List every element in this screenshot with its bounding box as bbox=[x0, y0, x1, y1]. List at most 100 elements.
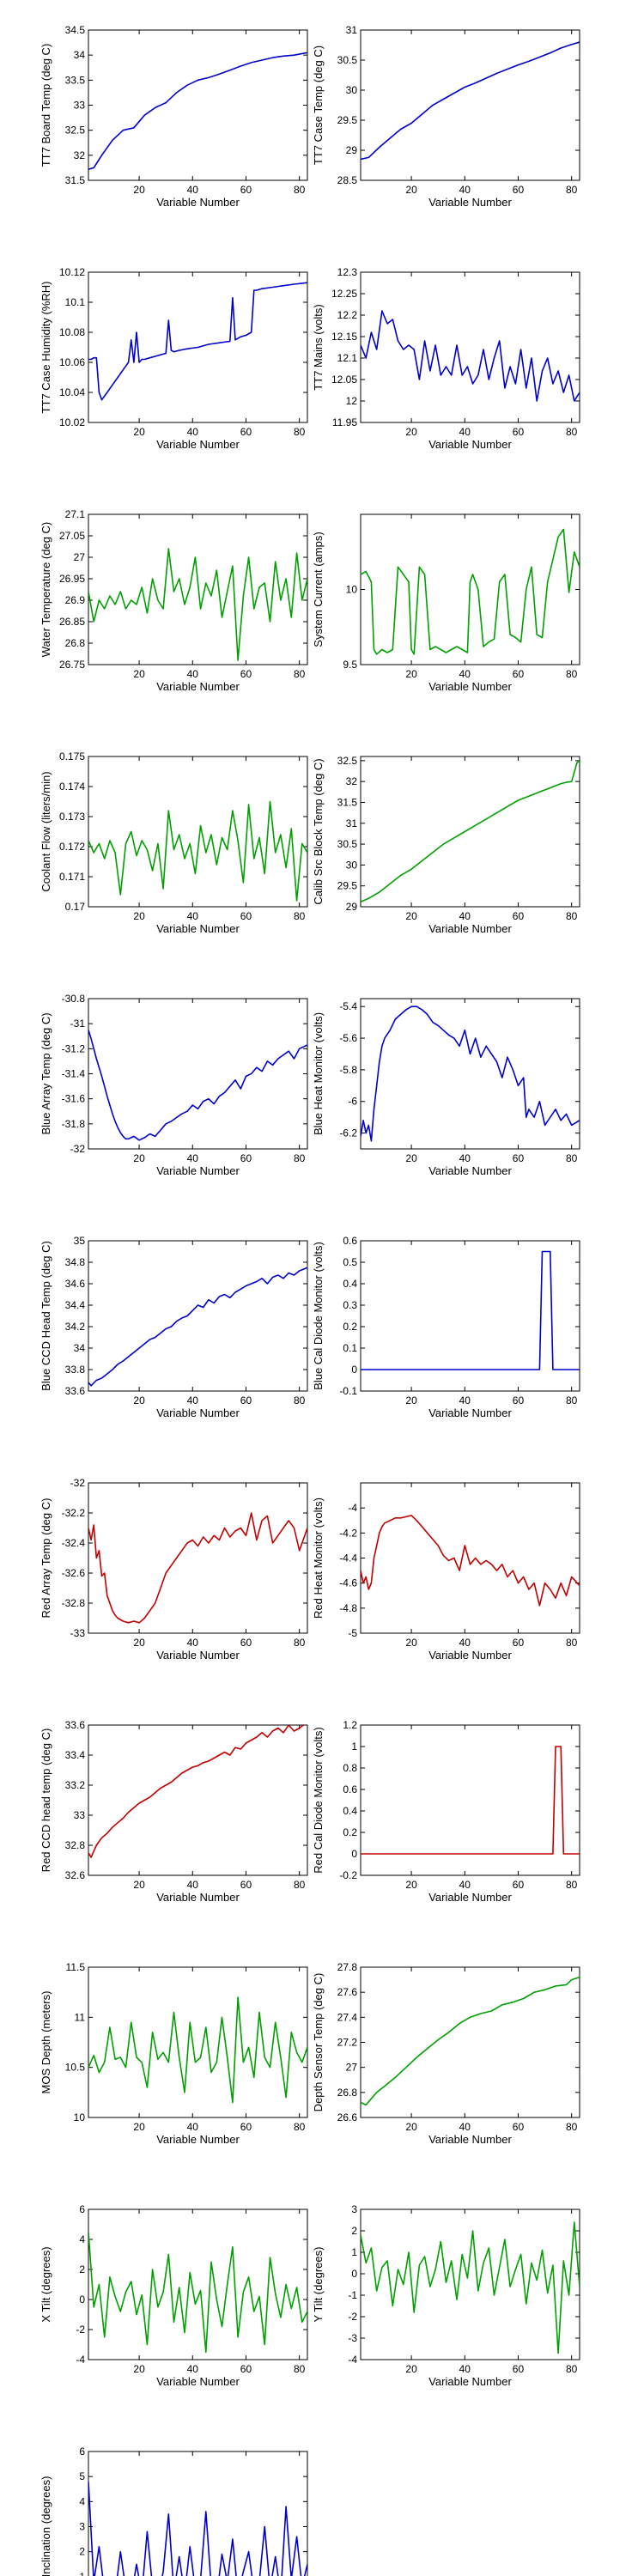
x-tick-label: 60 bbox=[240, 426, 252, 438]
y-tick-label: 1 bbox=[351, 1741, 357, 1753]
y-tick-label: -5.4 bbox=[339, 1000, 357, 1012]
y-tick-label: 33.5 bbox=[65, 74, 86, 86]
x-tick-label: 80 bbox=[566, 1637, 578, 1649]
y-tick-label: 27.1 bbox=[65, 508, 86, 520]
x-tick-label: 80 bbox=[566, 426, 578, 438]
y-tick-label: -32 bbox=[70, 1143, 86, 1155]
y-axis-label: Y Tilt (degrees) bbox=[312, 2247, 325, 2323]
x-tick-label: 40 bbox=[187, 1394, 199, 1406]
y-tick-label: 35 bbox=[74, 1235, 86, 1247]
x-tick-label: 20 bbox=[405, 1879, 417, 1891]
y-tick-label: 33.8 bbox=[65, 1364, 86, 1376]
y-tick-label: 10.12 bbox=[59, 266, 85, 278]
x-tick-label: 40 bbox=[187, 2363, 199, 2375]
y-tick-label: 33.4 bbox=[65, 1749, 86, 1761]
y-tick-label: -4.2 bbox=[339, 1527, 357, 1539]
series-line bbox=[88, 52, 307, 170]
series-line bbox=[88, 2232, 307, 2354]
plot-frame bbox=[88, 513, 308, 665]
x-tick-label: 60 bbox=[513, 668, 525, 680]
chart-panel-12: 20 40 60 80 -33 -32.8 -32.6 -32.4 -32.2 -32 Variab… bbox=[39, 1477, 308, 1662]
x-tick-label: 80 bbox=[294, 1879, 306, 1891]
series-line bbox=[361, 1250, 580, 1370]
y-tick-label: -31.4 bbox=[62, 1068, 86, 1080]
x-axis-label: Variable Number bbox=[428, 922, 512, 935]
x-tick-label: 60 bbox=[513, 426, 525, 438]
y-axis-label: System Current (amps) bbox=[312, 532, 325, 647]
x-axis-label: Variable Number bbox=[428, 1891, 512, 1904]
x-axis-label: Variable Number bbox=[156, 2133, 240, 2146]
series-line bbox=[88, 2481, 307, 2576]
y-tick-label: 6 bbox=[79, 2203, 85, 2215]
x-tick-label: 80 bbox=[566, 1152, 578, 1164]
y-tick-label: 27.05 bbox=[59, 530, 85, 542]
y-tick-label: 26.6 bbox=[337, 2111, 358, 2123]
y-tick-label: 1 bbox=[79, 2571, 85, 2576]
plot-frame bbox=[88, 998, 308, 1150]
y-tick-label: -6.2 bbox=[339, 1127, 357, 1139]
x-tick-label: 20 bbox=[405, 1152, 417, 1164]
x-tick-label: 60 bbox=[513, 1152, 525, 1164]
y-tick-label: 26.85 bbox=[59, 616, 85, 628]
y-tick-label: 33.6 bbox=[65, 1385, 86, 1397]
x-tick-label: 80 bbox=[566, 2363, 578, 2375]
y-tick-label: 33 bbox=[74, 100, 86, 112]
y-tick-label: 29.5 bbox=[337, 880, 358, 892]
y-tick-label: 34 bbox=[74, 1342, 86, 1354]
x-tick-label: 40 bbox=[459, 1394, 471, 1406]
x-tick-label: 80 bbox=[294, 1637, 306, 1649]
y-tick-label: -31.8 bbox=[62, 1118, 86, 1130]
x-tick-label: 80 bbox=[566, 668, 578, 680]
x-axis-label: Variable Number bbox=[156, 1406, 240, 1419]
y-tick-label: 0.8 bbox=[343, 1762, 357, 1774]
y-tick-label: 0.6 bbox=[343, 1783, 357, 1795]
y-tick-label: 11.95 bbox=[332, 416, 357, 428]
chart-panel-13: 20 40 60 80 -5 -4.8 -4.6 -4.4 -4.2 -4 Variable Num… bbox=[312, 1482, 580, 1662]
y-axis-label: Depth Sensor Temp (deg C) bbox=[312, 1973, 325, 2112]
y-tick-label: 27.8 bbox=[337, 1961, 358, 1973]
x-tick-label: 20 bbox=[405, 1637, 417, 1649]
series-line bbox=[361, 2221, 580, 2354]
chart-panel-1: 20 40 60 80 28.5 29 29.5 30 30.5 31 Variable Numbe… bbox=[312, 24, 580, 209]
y-axis-label: TT7 Mains (volts) bbox=[312, 304, 325, 390]
y-tick-label: 27.6 bbox=[337, 1986, 358, 1998]
series-line bbox=[361, 1005, 580, 1142]
chart-panel-5: 20 40 60 80 9.5 10 Variable Number System Curre… bbox=[312, 513, 580, 693]
x-tick-label: 60 bbox=[513, 1637, 525, 1649]
x-tick-label: 40 bbox=[187, 426, 199, 438]
y-tick-label: -31.2 bbox=[62, 1042, 86, 1054]
chart-panel-11: 20 40 60 80 -0.1 0 0.1 0.2 0.3 0.4 0.5 0.6 Variable … bbox=[312, 1235, 580, 1419]
x-tick-label: 80 bbox=[294, 184, 306, 196]
y-tick-label: 27 bbox=[346, 2062, 358, 2074]
y-tick-label: 31.5 bbox=[337, 796, 358, 808]
x-tick-label: 80 bbox=[566, 2121, 578, 2133]
y-tick-label: 12 bbox=[346, 395, 358, 407]
y-tick-label: -32.2 bbox=[62, 1507, 86, 1519]
x-axis-label: Variable Number bbox=[428, 680, 512, 693]
chart-panel-17: 20 40 60 80 26.6 26.8 27 27.2 27.4 27.6 27.8 Variab… bbox=[312, 1961, 580, 2146]
y-tick-label: 0.174 bbox=[59, 781, 85, 793]
x-axis-label: Variable Number bbox=[156, 1649, 240, 1662]
x-tick-label: 80 bbox=[294, 426, 306, 438]
x-tick-label: 80 bbox=[294, 910, 306, 922]
series-line bbox=[361, 1515, 580, 1607]
chart-panel-0: 20 40 60 80 31.5 32 32.5 33 33.5 34 34.5 Variable N… bbox=[39, 24, 308, 209]
x-tick-label: 80 bbox=[566, 184, 578, 196]
y-axis-label: Blue CCD Head Temp (deg C) bbox=[39, 1241, 52, 1391]
y-tick-label: 3 bbox=[79, 2521, 85, 2533]
x-tick-label: 60 bbox=[240, 2363, 252, 2375]
x-tick-label: 40 bbox=[187, 1152, 199, 1164]
y-tick-label: 10 bbox=[346, 584, 358, 596]
y-tick-label: 10.06 bbox=[59, 356, 85, 368]
x-tick-label: 20 bbox=[133, 184, 145, 196]
y-tick-label: 32 bbox=[74, 149, 86, 161]
y-axis-label: Water Temperature (deg C) bbox=[39, 522, 52, 658]
y-tick-label: 12.1 bbox=[337, 352, 358, 364]
plot-frame bbox=[88, 1482, 308, 1634]
y-tick-label: -1 bbox=[348, 2289, 357, 2301]
x-axis-label: Variable Number bbox=[156, 1164, 240, 1177]
chart-panel-8: 20 40 60 80 -32 -31.8 -31.6 -31.4 -31.2 -31 -30.8 V… bbox=[39, 993, 308, 1177]
x-axis-label: Variable Number bbox=[428, 438, 512, 451]
y-axis-label: Red CCD head temp (deg C) bbox=[39, 1728, 52, 1873]
